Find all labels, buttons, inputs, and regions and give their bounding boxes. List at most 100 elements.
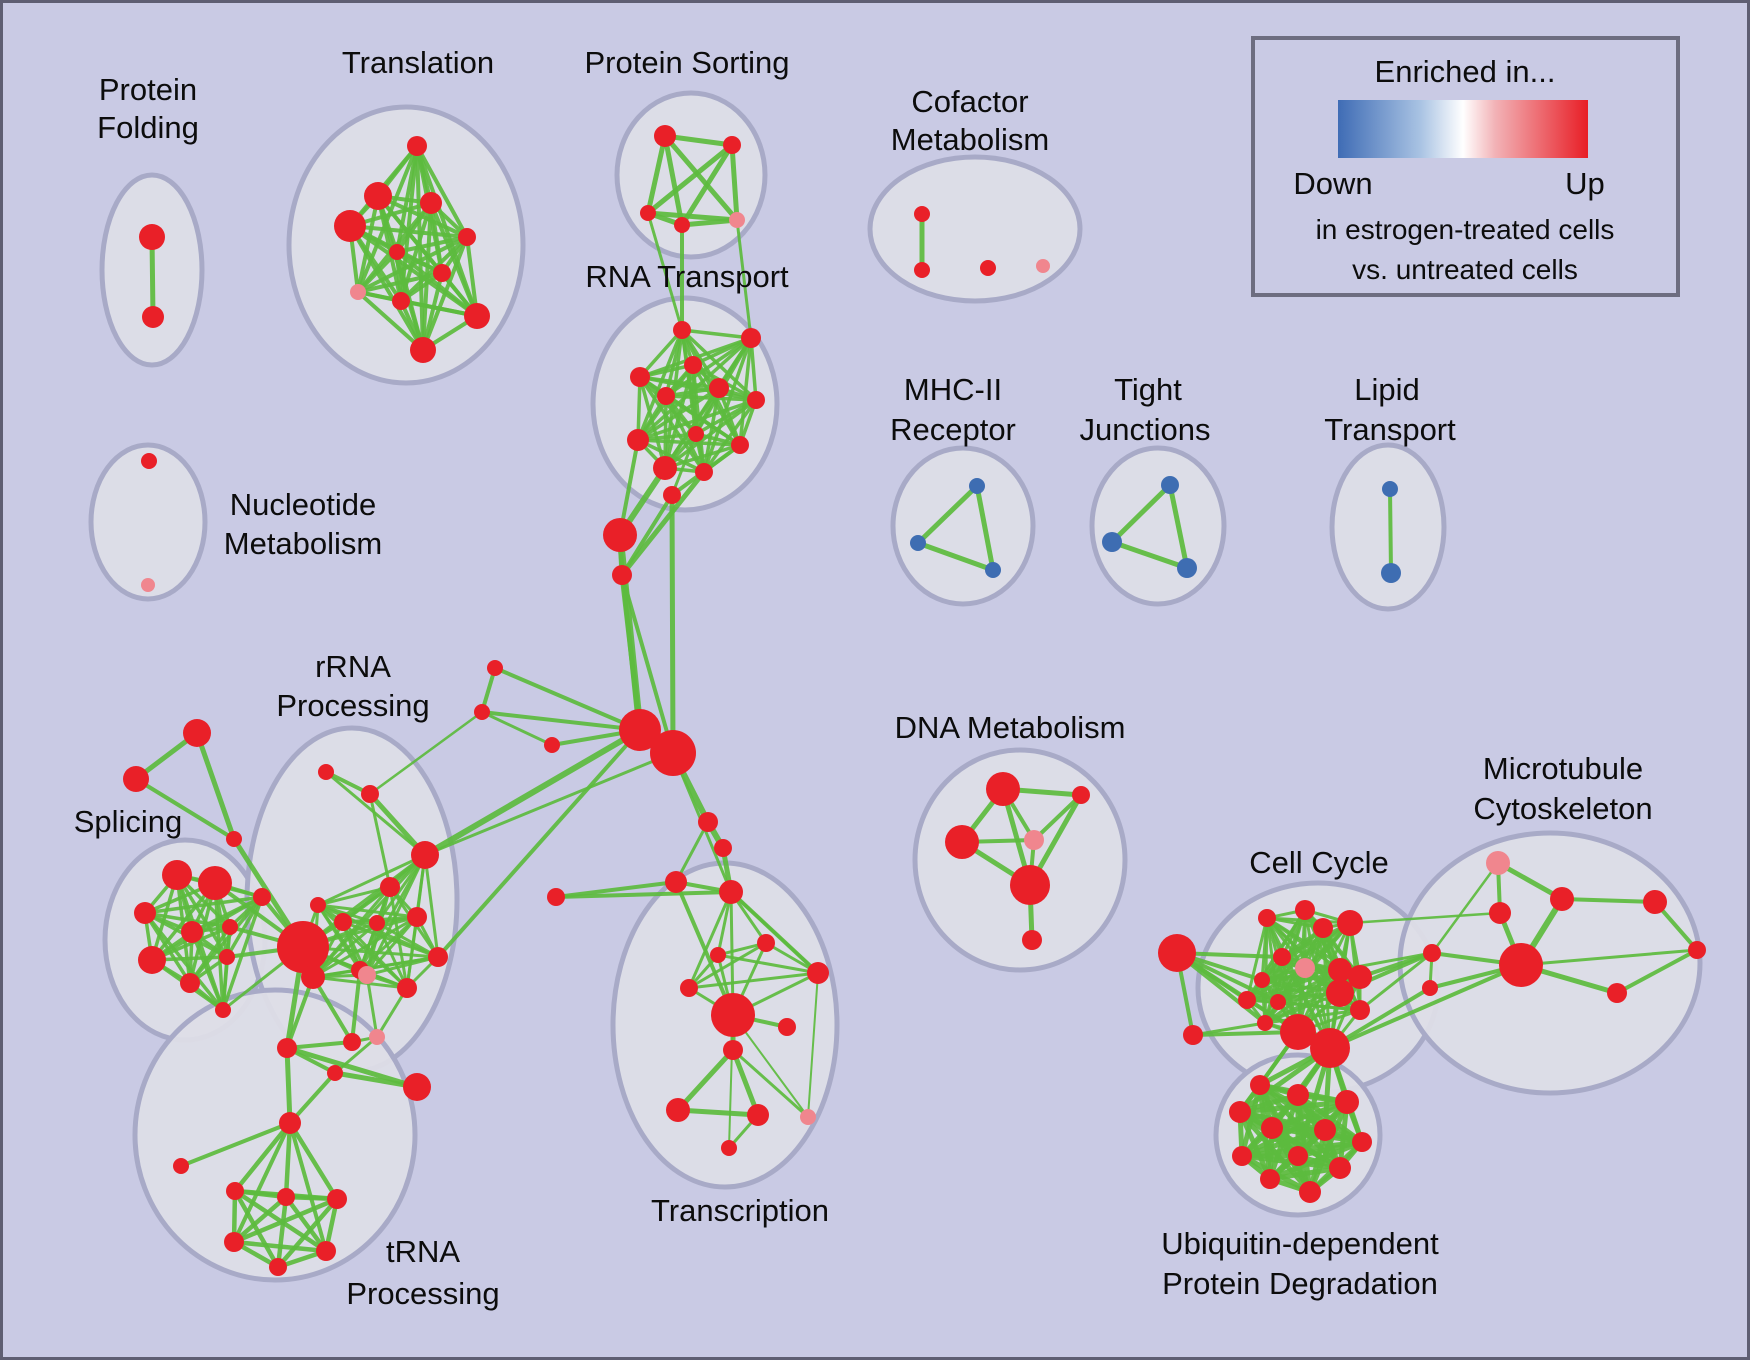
node-mt7 xyxy=(1643,890,1667,914)
edge xyxy=(288,1071,337,1125)
node-lt1 xyxy=(1382,481,1398,497)
edge xyxy=(1260,921,1352,982)
cluster-label-rrna-processing-line2: Processing xyxy=(276,688,429,723)
node-mt6 xyxy=(1607,983,1627,1003)
cluster-ellipse-mhc-ii-receptor xyxy=(890,445,1036,607)
node-d3 xyxy=(945,825,979,859)
node-tr7 xyxy=(316,1241,336,1261)
node-rr1 xyxy=(318,764,334,780)
edge xyxy=(1348,911,1502,925)
node-rrhub2 xyxy=(301,965,325,989)
edge xyxy=(675,1047,736,1113)
node-t10 xyxy=(464,303,490,329)
edge xyxy=(356,271,444,294)
edge xyxy=(143,895,264,915)
node-c1 xyxy=(487,660,503,676)
edge xyxy=(674,820,710,884)
node-cc7 xyxy=(1328,958,1352,982)
node-rr3 xyxy=(411,841,439,869)
edge xyxy=(619,572,643,733)
edge xyxy=(1239,1127,1328,1159)
edge xyxy=(645,133,668,216)
node-cc1 xyxy=(1258,909,1276,927)
node-ub7 xyxy=(1352,1132,1372,1152)
node-rr12 xyxy=(358,966,376,984)
edge xyxy=(915,483,980,546)
node-tx15 xyxy=(721,1140,737,1156)
edge xyxy=(679,217,740,228)
edge xyxy=(143,911,225,1012)
node-tx7 xyxy=(710,947,726,963)
node-rt12 xyxy=(695,463,713,481)
edge xyxy=(365,915,419,977)
edge xyxy=(674,880,735,1017)
edge xyxy=(702,398,758,474)
cluster-label-cell-cycle-line1: Cell Cycle xyxy=(1249,845,1389,880)
node-rt9 xyxy=(627,429,649,451)
edge xyxy=(663,398,758,470)
node-rr7 xyxy=(334,913,352,931)
edge xyxy=(284,1045,420,1090)
node-d4 xyxy=(1024,830,1044,850)
node-mt5 xyxy=(1422,980,1438,996)
legend-gradient-bar xyxy=(1338,100,1588,158)
node-tj3 xyxy=(1177,558,1197,578)
cluster-label-tight-junctions-line1: Tight xyxy=(1114,372,1182,407)
edge xyxy=(915,540,996,573)
node-ub2 xyxy=(1287,1084,1309,1106)
node-rt11 xyxy=(653,456,677,480)
edge xyxy=(687,941,768,990)
edge xyxy=(275,1194,289,1270)
node-ub5 xyxy=(1261,1117,1283,1139)
node-rt7 xyxy=(747,391,765,409)
node-rt3 xyxy=(684,356,702,374)
node-cf2 xyxy=(914,262,930,278)
legend-up-label: Up xyxy=(1565,166,1605,201)
legend-box xyxy=(1251,36,1680,297)
node-fs1 xyxy=(183,719,211,747)
edge xyxy=(1388,487,1393,575)
edge xyxy=(405,915,419,990)
edge xyxy=(149,234,156,320)
node-m2 xyxy=(910,535,926,551)
edge xyxy=(1191,1021,1267,1037)
node-tr2 xyxy=(226,1182,244,1200)
cluster-label-microtubule-cytoskeleton-line2: Cytoskeleton xyxy=(1473,791,1652,826)
node-rr5 xyxy=(407,907,427,927)
node-nm1 xyxy=(141,453,157,469)
legend-subtitle-line2: vs. untreated cells xyxy=(1352,254,1578,285)
node-cc4 xyxy=(1337,910,1363,936)
edge xyxy=(275,1196,340,1270)
cluster-ellipse-cofactor-metabolism xyxy=(867,154,1083,304)
node-d6 xyxy=(1022,930,1042,950)
edge xyxy=(231,1196,340,1245)
edge xyxy=(188,895,264,985)
edge xyxy=(316,903,440,959)
edge xyxy=(1328,963,1523,1050)
edge xyxy=(395,235,469,254)
edge xyxy=(620,573,675,755)
node-tx1 xyxy=(698,812,718,832)
edge xyxy=(679,142,735,228)
node-ub8 xyxy=(1232,1146,1252,1166)
node-rt4 xyxy=(630,367,650,387)
node-mtp xyxy=(1486,851,1510,875)
node-cc16 xyxy=(1350,1000,1370,1020)
node-cc2 xyxy=(1295,900,1315,920)
edge xyxy=(1245,916,1269,1002)
edge xyxy=(365,973,379,1039)
edge xyxy=(316,903,409,990)
edge xyxy=(1167,482,1190,571)
edge xyxy=(554,890,733,899)
node-tx14 xyxy=(800,1109,816,1125)
edge xyxy=(645,142,735,216)
node-ub3 xyxy=(1335,1090,1359,1114)
node-tx11 xyxy=(723,1040,743,1060)
node-fs3 xyxy=(226,831,242,847)
edge xyxy=(729,890,820,975)
node-t4 xyxy=(334,210,366,242)
edge xyxy=(729,142,740,223)
node-cc5 xyxy=(1273,948,1291,966)
